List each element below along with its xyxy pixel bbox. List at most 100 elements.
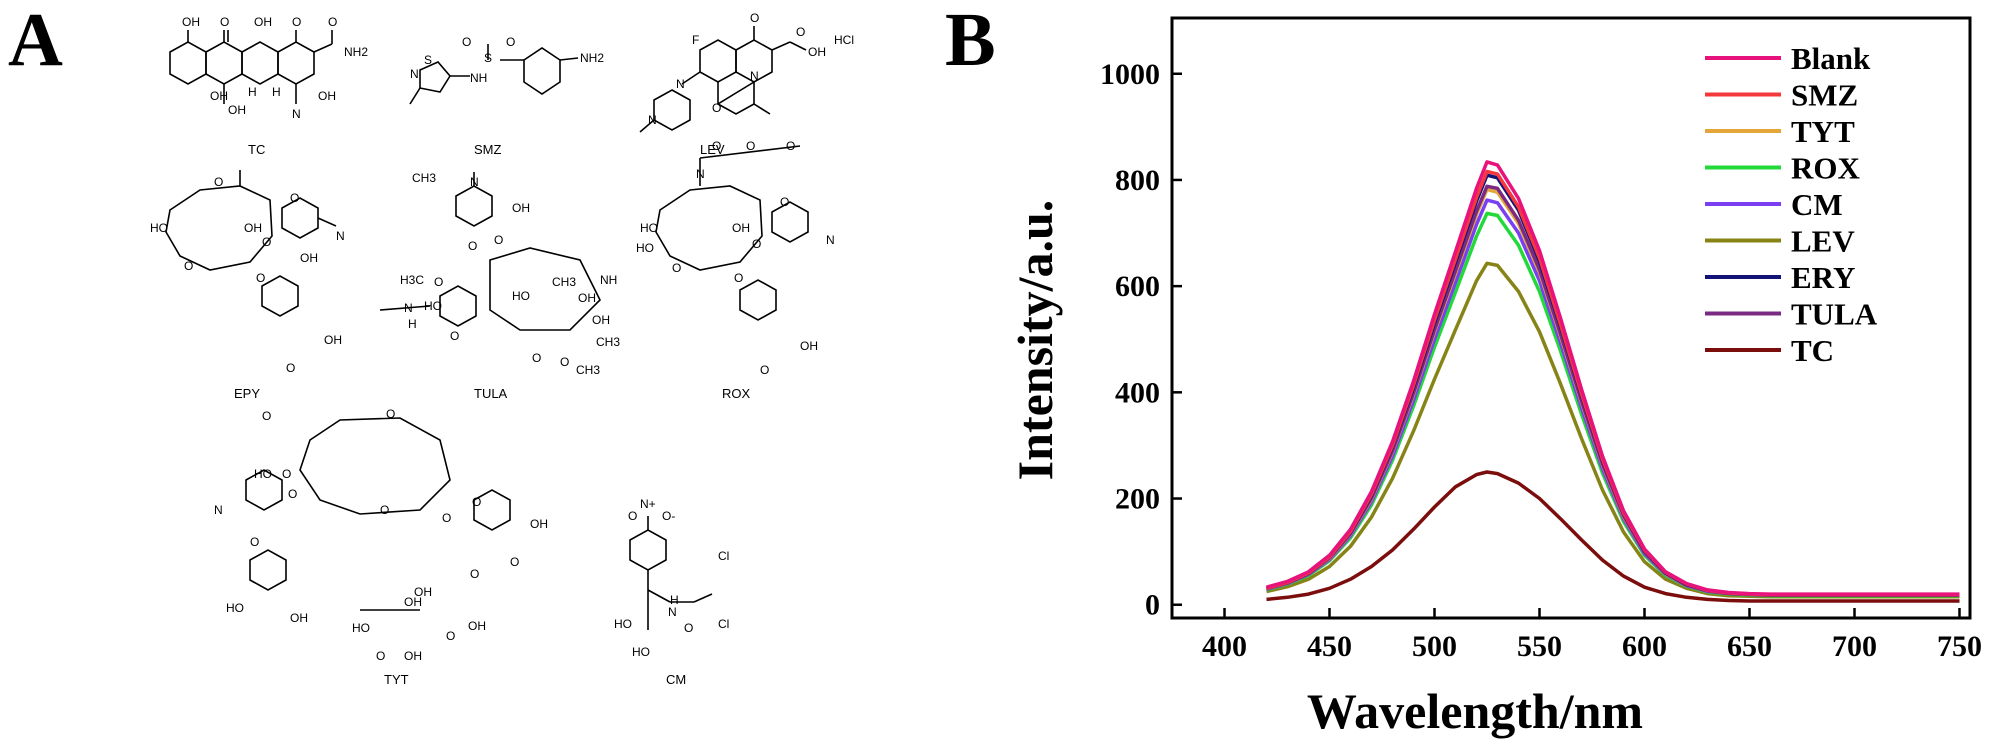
series-line-tc [1266,470,1960,603]
smz-atom: O [506,35,515,49]
molecule-tula-drawing [379,172,601,331]
epy-atom: OH [244,221,262,235]
molecule-tula-structure: N OH O O NH H3C O HO HO OH N H O OH CH3 … [379,171,620,401]
tyt-atom: O [288,487,297,501]
legend-label-cm: CM [1791,187,1843,222]
tc-atom: OH [228,103,246,117]
tyt-atom: O [472,495,481,509]
tula-atom: O [532,351,541,365]
cm-atom: N [668,605,677,619]
tyt-atom: HO [254,467,272,481]
tc-atom: O [292,15,301,29]
tula-atom: O [494,233,503,247]
tyt-atom: OH [290,611,308,625]
legend-label-tula: TULA [1791,297,1878,332]
y-axis-title: Intensity/a.u. [1007,200,1063,481]
molecule-smz-structure: S N O S O NH NH2 SMZ [409,35,604,157]
tula-atom: OH [592,313,610,327]
series-line-cm [1266,198,1960,597]
tyt-atom: O [446,629,455,643]
molecule-cm-structure: O N+ O- Cl Cl HO N H O HO CM [614,497,729,687]
x-tick-label: 400 [1202,630,1247,663]
tyt-atom: O [376,649,385,663]
tyt-atom: OH [468,619,486,633]
molecule-label-epy: EPY [234,386,260,401]
x-axis-title: Wavelength/nm [1307,683,1643,739]
series-line-tyt [1266,187,1960,597]
molecule-label-tyt: TYT [384,672,409,687]
y-tick-label: 200 [1115,483,1160,516]
legend-label-ery: ERY [1791,260,1855,295]
legend-label-rox: ROX [1791,151,1861,186]
y-tick-label: 400 [1115,376,1160,409]
molecule-tc-drawing [169,30,333,104]
molecule-label-lev: LEV [700,142,725,157]
tyt-atom: OH [530,517,548,531]
epy-atom: O [262,235,271,249]
tyt-atom: HO [352,621,370,635]
chemical-structures-panel: OH O OH O O NH2 OH OH H H OH N TC S N O … [150,11,854,687]
tula-atom: CH3 [552,275,576,289]
panel-a-label: A [8,0,63,82]
molecule-tyt-structure: O O N HO O O O O O OH O O O HO OH OH OH … [214,407,548,687]
cm-atom: O- [662,509,675,523]
tula-atom: OH [578,291,596,305]
rox-atom: O [760,363,769,377]
legend-label-smz: SMZ [1791,78,1858,113]
tyt-atom: O [262,409,271,423]
x-tick-label: 500 [1412,630,1457,663]
lev-atom: O [712,101,721,115]
y-tick-label: 600 [1115,270,1160,303]
molecule-cm-drawing [629,516,713,630]
legend-label-tyt: TYT [1791,114,1855,149]
legend-label-blank: Blank [1791,41,1871,76]
tula-atom: CH3 [576,363,600,377]
rox-atom: N [696,167,705,181]
smz-atom: S [484,51,492,65]
series-line-smz [1266,169,1960,597]
tula-atom: O [450,329,459,343]
tick-labels-layer: 400 450 500 550 600 650 700 750 0 200 400 600 800 100… [1100,58,1982,663]
legend-label-tc: TC [1791,333,1834,368]
series-line-rox [1266,211,1960,598]
rox-atom: O [780,195,789,209]
y-tick-label: 800 [1115,164,1160,197]
tyt-atom: O [282,467,291,481]
tc-atom: O [328,15,337,29]
tyt-atom: O [442,511,451,525]
y-tick-label: 0 [1145,589,1160,622]
tc-atom: OH [318,89,336,103]
molecule-rox-drawing [655,145,809,321]
smz-atom: S [424,53,432,67]
rox-atom: O [672,261,681,275]
epy-atom: OH [324,333,342,347]
epy-atom: O [184,259,193,273]
epy-atom: O [256,271,265,285]
x-tick-label: 700 [1832,630,1877,663]
molecule-label-tula: TULA [474,386,508,401]
cm-atom: O [684,621,693,635]
molecule-lev-structure: F O O OH HCl N N N O LEV [639,11,854,157]
molecule-label-smz: SMZ [474,142,502,157]
tc-atom: O [220,15,229,29]
cm-atom: HO [614,617,632,631]
tyt-atom: O [250,535,259,549]
lev-atom: O [750,11,759,25]
emission-spectra-chart: 400 450 500 550 600 650 700 750 0 200 400 600 800 100… [1007,16,1982,739]
legend-label-lev: LEV [1791,224,1855,259]
tyt-atom: O [386,407,395,421]
epy-atom: N [336,229,345,243]
series-line-tula [1266,184,1960,597]
lev-atom: N [648,113,657,127]
cm-atom: H [670,593,679,607]
x-tick-label: 750 [1937,630,1982,663]
panel-b-label: B [945,0,996,82]
smz-atom: NH2 [580,51,604,65]
molecule-epy-drawing [165,170,337,317]
x-tick-label: 600 [1622,630,1667,663]
molecule-label-rox: ROX [722,386,751,401]
cm-atom: HO [632,645,650,659]
molecule-tc-structure: OH O OH O O NH2 OH OH H H OH N TC [169,15,368,157]
lev-atom: N [676,77,685,91]
